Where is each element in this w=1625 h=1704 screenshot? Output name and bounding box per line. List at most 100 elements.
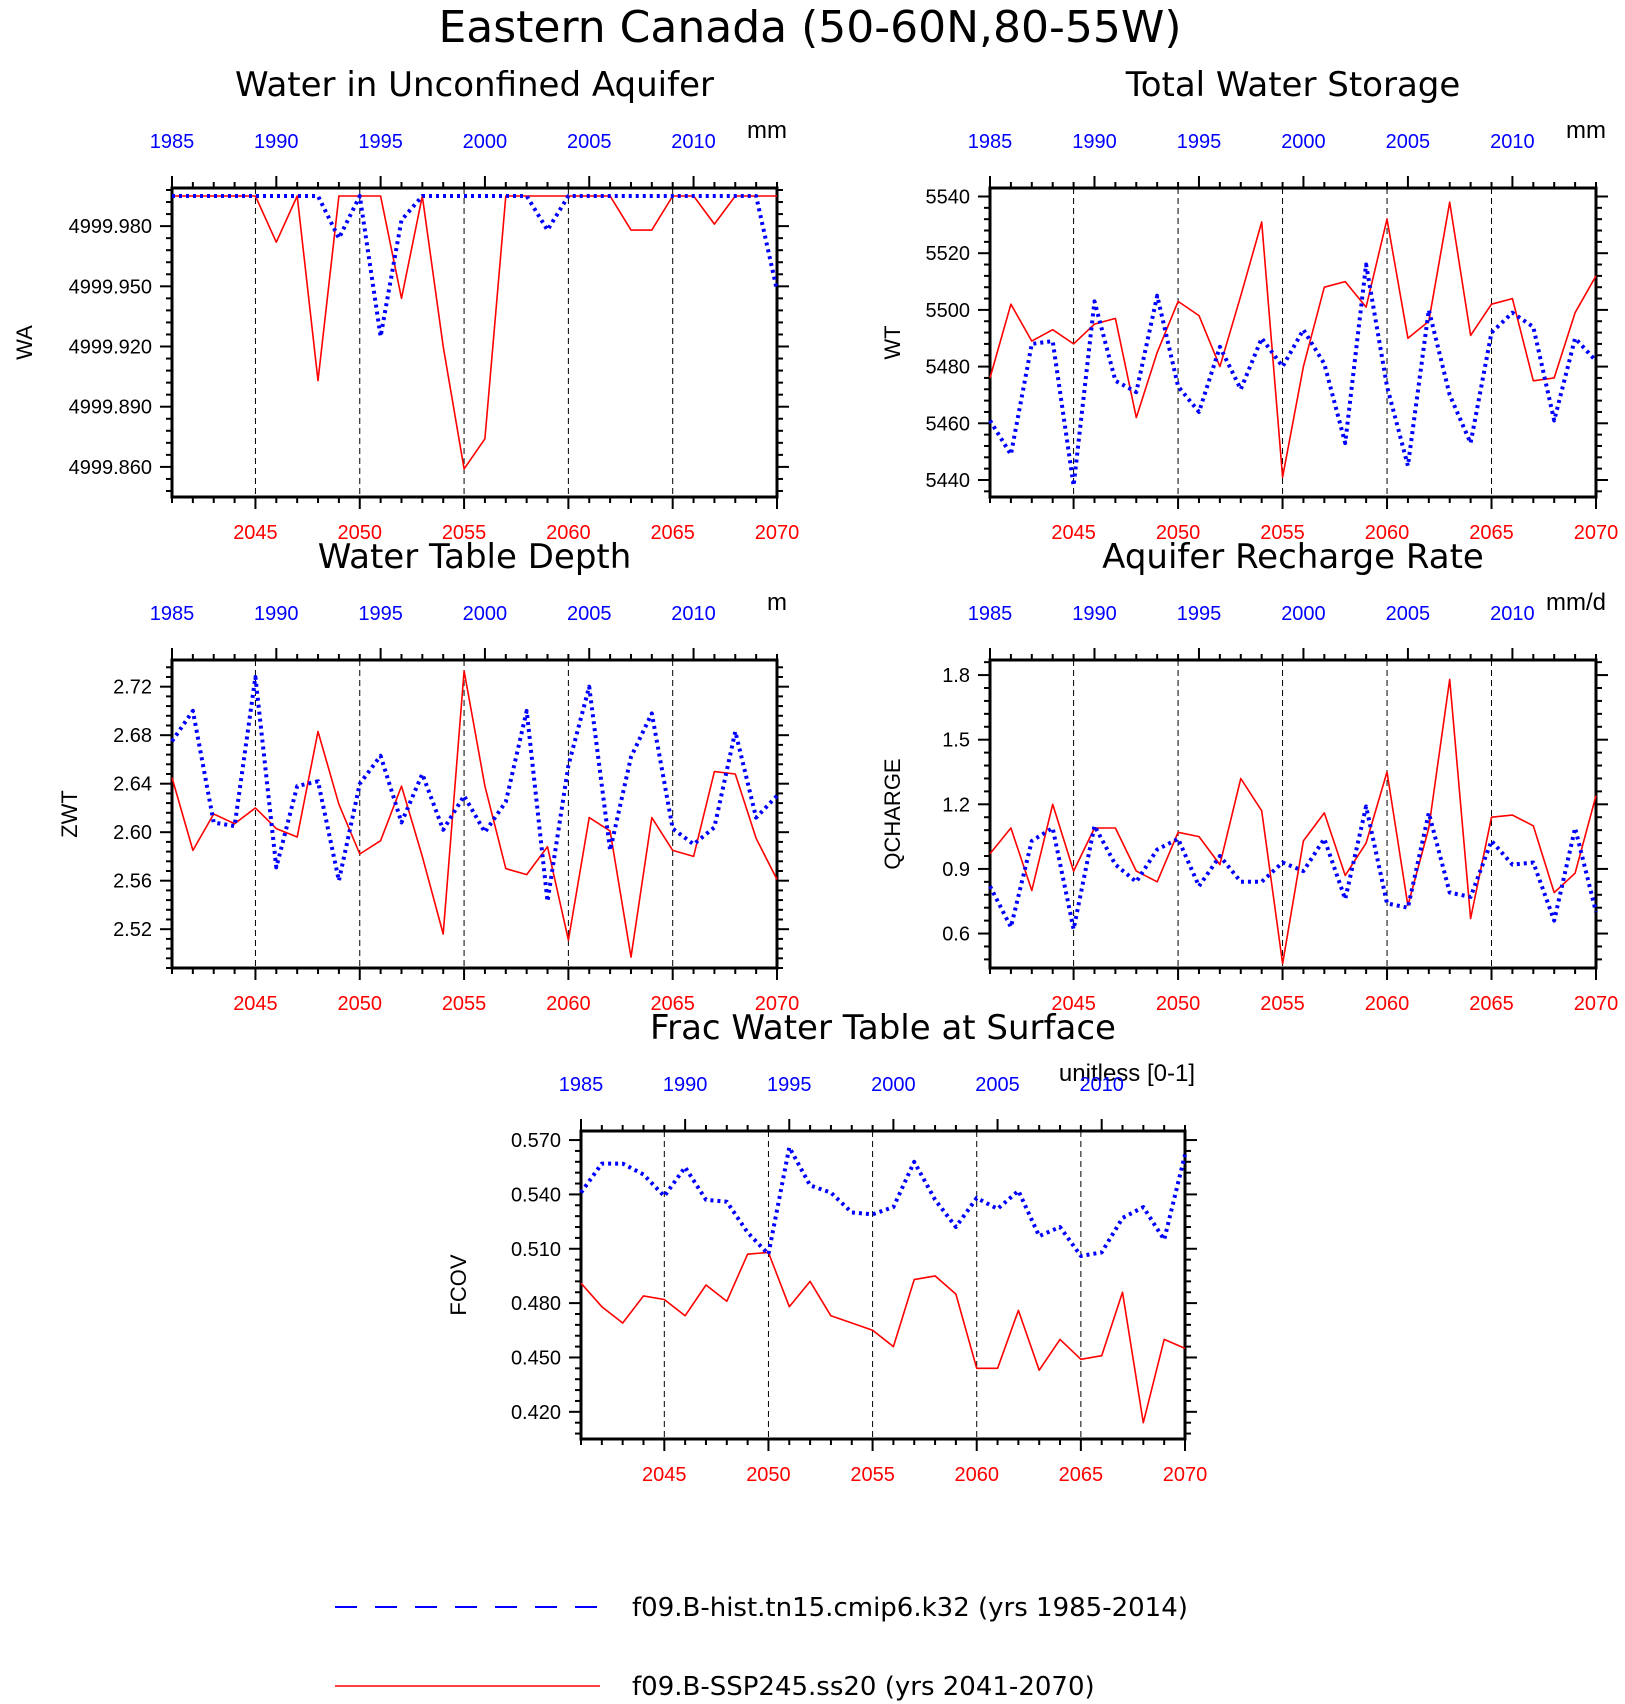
chart-panel-2: Total Water Storage mm WT 5440 5460 5480 5500 5… (880, 65, 1618, 544)
x-tick-label-bottom: 2065 (1469, 993, 1514, 1015)
x-tick-label-top: 1995 (1177, 131, 1222, 153)
y-tick-label: 4999.950 (69, 276, 152, 298)
plot-frame (579, 1129, 1187, 1441)
y-tick-label: 4999.980 (69, 216, 152, 238)
x-tick-label-bottom: 2050 (338, 522, 383, 544)
x-tick-label-bottom: 2050 (1156, 522, 1201, 544)
x-tick-label-top: 2005 (1386, 131, 1431, 153)
series-line-ssp245 (172, 195, 777, 470)
x-tick-label-top: 1985 (968, 603, 1013, 625)
legend: f09.B-hist.tn15.cmip6.k32 (yrs 1985-2014… (335, 1593, 1188, 1702)
x-tick-label-bottom: 2060 (1365, 993, 1410, 1015)
panel-title: Water in Unconfined Aquifer (235, 65, 714, 105)
x-tick-label-top: 2010 (1490, 603, 1535, 625)
x-tick-label-bottom: 2060 (1365, 522, 1410, 544)
y-tick-label: 4999.890 (69, 397, 152, 419)
x-tick-label-bottom: 2070 (1163, 1464, 1208, 1486)
x-tick-label-bottom: 2060 (546, 993, 591, 1015)
x-tick-label-top: 2005 (567, 603, 612, 625)
x-tick-label-bottom: 2060 (546, 522, 591, 544)
series-line-hist (579, 1145, 1187, 1258)
series-line-hist (170, 675, 779, 904)
x-tick-label-top: 2010 (1490, 131, 1535, 153)
y-tick-label: 4999.860 (69, 457, 152, 479)
chart-panels: Water in Unconfined Aquifer mm WA 4999.860 4… (12, 65, 1618, 1486)
x-tick-label-top: 1990 (1072, 603, 1117, 625)
series-line-hist (988, 262, 1598, 488)
chart-panel-5: Frac Water Table at Surface unitless [0-1… (446, 1008, 1207, 1486)
series-line-hist (988, 804, 1598, 932)
y-tick-label: 2.72 (113, 677, 152, 699)
x-tick-label-bottom: 2070 (1574, 522, 1619, 544)
x-tick-label-bottom: 2050 (746, 1464, 791, 1486)
y-tick-label: 1.8 (942, 665, 970, 687)
x-tick-label-bottom: 2045 (1051, 522, 1096, 544)
x-tick-label-bottom: 2070 (755, 522, 800, 544)
y-tick-label: 0.570 (511, 1130, 561, 1152)
x-tick-label-top: 1985 (968, 131, 1013, 153)
units-label: mm/d (1546, 589, 1606, 616)
x-tick-label-top: 2005 (975, 1074, 1020, 1096)
x-tick-label-bottom: 2055 (442, 522, 487, 544)
y-tick-label: 0.420 (511, 1402, 561, 1424)
x-tick-label-bottom: 2060 (954, 1464, 999, 1486)
y-tick-label: 0.510 (511, 1239, 561, 1261)
series-line-ssp245 (989, 201, 1597, 479)
y-tick-label: 1.2 (942, 794, 970, 816)
y-tick-label: 0.480 (511, 1293, 561, 1315)
x-tick-label-top: 2000 (463, 131, 508, 153)
y-tick-label: 1.5 (942, 730, 970, 752)
x-tick-label-bottom: 2045 (233, 522, 278, 544)
panel-title: Water Table Depth (318, 537, 632, 577)
y-tick-label: 4999.920 (69, 337, 152, 359)
series-line-ssp245 (171, 670, 778, 958)
chart-panel-1: Water in Unconfined Aquifer mm WA 4999.860 4… (12, 65, 799, 544)
y-axis-label: FCOV (446, 1254, 471, 1315)
x-tick-label-top: 2010 (1079, 1074, 1124, 1096)
y-tick-label: 2.60 (113, 822, 152, 844)
x-tick-label-top: 2000 (463, 603, 508, 625)
x-tick-label-bottom: 2055 (850, 1464, 895, 1486)
x-tick-label-bottom: 2045 (233, 993, 278, 1015)
x-tick-label-top: 1990 (663, 1074, 708, 1096)
y-tick-label: 5520 (926, 243, 971, 265)
page-title: Eastern Canada (50-60N,80-55W) (438, 2, 1181, 53)
y-tick-label: 5440 (926, 470, 971, 492)
y-tick-label: 0.9 (942, 859, 970, 881)
y-tick-label: 0.450 (511, 1347, 561, 1369)
y-tick-label: 2.56 (113, 871, 152, 893)
x-tick-label-bottom: 2065 (650, 522, 695, 544)
x-tick-label-top: 2000 (1281, 603, 1326, 625)
panel-title: Frac Water Table at Surface (650, 1008, 1116, 1048)
x-tick-label-top: 2010 (671, 131, 716, 153)
x-tick-label-top: 1995 (767, 1074, 812, 1096)
y-tick-label: 2.68 (113, 725, 152, 747)
chart-panel-4: Aquifer Recharge Rate mm/d QCHARGE 0.6 0.9 1.… (880, 537, 1618, 1015)
x-tick-label-top: 1995 (358, 603, 403, 625)
x-tick-label-bottom: 2070 (1574, 993, 1619, 1015)
x-tick-label-bottom: 2055 (442, 993, 487, 1015)
x-tick-label-top: 1985 (150, 131, 195, 153)
series-line-hist (172, 194, 779, 339)
y-tick-label: 2.64 (113, 774, 152, 796)
series-line-ssp245 (989, 678, 1597, 965)
y-tick-label: 0.6 (942, 924, 970, 946)
x-tick-label-top: 1990 (254, 603, 299, 625)
x-tick-label-bottom: 2065 (1469, 522, 1514, 544)
x-tick-label-top: 2005 (1386, 603, 1431, 625)
x-tick-label-bottom: 2050 (1156, 993, 1201, 1015)
x-tick-label-top: 1995 (358, 131, 403, 153)
y-axis-label: QCHARGE (880, 758, 905, 869)
legend-label: f09.B-SSP245.ss20 (yrs 2041-2070) (632, 1672, 1095, 1702)
x-tick-label-top: 2010 (671, 603, 716, 625)
legend-label: f09.B-hist.tn15.cmip6.k32 (yrs 1985-2014… (632, 1593, 1188, 1623)
x-tick-label-top: 2005 (567, 131, 612, 153)
units-label: m (767, 589, 787, 616)
panel-title: Total Water Storage (1125, 65, 1461, 105)
units-label: unitless [0-1] (1059, 1060, 1195, 1087)
panel-title: Aquifer Recharge Rate (1102, 537, 1484, 577)
x-tick-label-top: 1990 (254, 131, 299, 153)
chart-panel-3: Water Table Depth m ZWT 2.52 2.56 2.60 2.64 2.6… (57, 537, 799, 1015)
x-tick-label-top: 2000 (1281, 131, 1326, 153)
x-tick-label-bottom: 2070 (755, 993, 800, 1015)
